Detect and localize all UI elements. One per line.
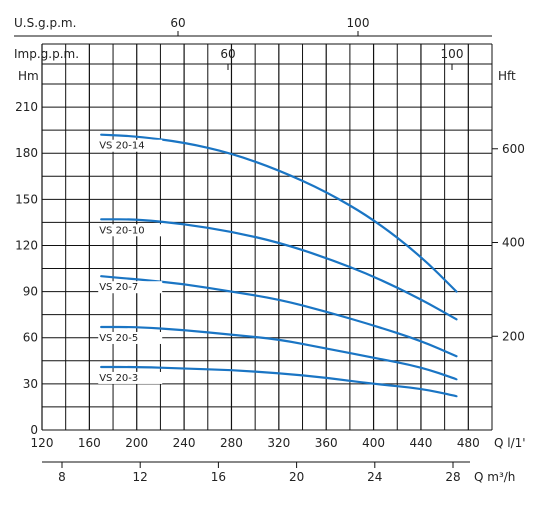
bottom-axis-2-tick-label: 12 <box>133 470 148 484</box>
curve-vs-20-3 <box>100 365 458 398</box>
series-label-bg <box>98 281 163 294</box>
top-axis-1-tick-label: 60 <box>170 16 185 30</box>
curve-vs-20-14 <box>100 133 458 293</box>
right-axis-tick-label: 400 <box>502 236 525 250</box>
x-axis-tick-label: 360 <box>315 436 338 450</box>
bottom-axis-2-tick-label: 20 <box>289 470 304 484</box>
left-axis-tick-label: 30 <box>23 377 38 391</box>
left-axis-tick-label: 0 <box>30 423 38 437</box>
bottom-axis-2-tick-label: 28 <box>445 470 460 484</box>
left-axis-tick-label: 150 <box>15 192 38 206</box>
series-label-bg <box>98 371 163 384</box>
top-axis-1-tick-label: 100 <box>347 16 370 30</box>
x-axis-tick-label: 120 <box>31 436 54 450</box>
curve-vs-20-7 <box>100 275 458 358</box>
left-axis-tick-label: 120 <box>15 238 38 252</box>
x-axis-tick-label: 240 <box>173 436 196 450</box>
curve-vs-20-10 <box>100 218 458 321</box>
series-label: VS 20-3 <box>99 373 138 384</box>
bottom-axis-2-tick-label: 8 <box>58 470 66 484</box>
x-axis-tick-label: 400 <box>362 436 385 450</box>
series-label: VS 20-14 <box>99 141 144 152</box>
right-axis-unit: Hft <box>498 69 516 83</box>
series-label: VS 20-7 <box>99 282 138 293</box>
right-axis-tick-label: 600 <box>502 142 525 156</box>
bottom-axis-2-tick-label: 16 <box>211 470 226 484</box>
series-label-bg <box>98 224 163 237</box>
left-axis-unit: Hm <box>18 69 39 83</box>
x-axis-tick-label: 160 <box>78 436 101 450</box>
x-axis-tick-label: 480 <box>457 436 480 450</box>
x-axis-unit: Q l/1' <box>494 436 526 450</box>
top-axis-2-tick-label: 60 <box>220 47 235 61</box>
left-axis-tick-label: 90 <box>23 285 38 299</box>
top-axis-2-tick-label: 100 <box>441 47 464 61</box>
left-axis-tick-label: 180 <box>15 146 38 160</box>
curves <box>100 133 458 398</box>
series-label: VS 20-10 <box>99 225 144 236</box>
top-axis-1-unit: U.S.g.p.m. <box>14 16 76 30</box>
series-label-bg <box>98 139 163 152</box>
right-axis-tick-label: 200 <box>502 329 525 343</box>
series-label: VS 20-5 <box>99 333 138 344</box>
x-axis-tick-label: 200 <box>125 436 148 450</box>
bottom-axis-2-unit: Q m³/h <box>474 470 515 484</box>
bottom-axis-2-tick-label: 24 <box>367 470 382 484</box>
top-axis-2-unit: Imp.g.p.m. <box>14 47 79 61</box>
x-axis-tick-label: 280 <box>220 436 243 450</box>
x-axis-tick-label: 440 <box>409 436 432 450</box>
labels: VS 20-14 VS 20-10 VS 20-7 VS 20-5 VS 20-3 <box>98 139 163 384</box>
left-axis-tick-label: 60 <box>23 331 38 345</box>
axes: U.S.g.p.m. 60 100 Imp.g.p.m. 60 100 Hm 0 30 60 90 1… <box>14 16 526 484</box>
curve-vs-20-5 <box>100 325 458 381</box>
x-axis-tick-label: 320 <box>267 436 290 450</box>
left-axis-tick-label: 210 <box>15 100 38 114</box>
series-label-bg <box>98 331 163 344</box>
